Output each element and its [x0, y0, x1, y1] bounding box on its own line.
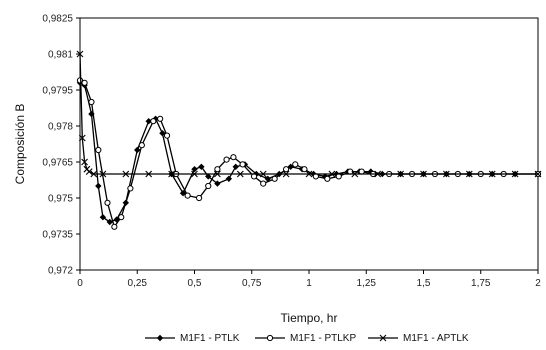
data-point: [305, 170, 313, 178]
data-point: [95, 146, 102, 154]
data-point: [90, 170, 98, 178]
data-point: [292, 161, 299, 168]
x-tick-label: 2: [535, 278, 541, 289]
data-point: [324, 175, 331, 182]
data-point: [122, 170, 130, 178]
data-point: [271, 175, 278, 182]
y-tick-label: 0,9735: [42, 230, 73, 241]
y-tick-label: 0,9825: [42, 14, 73, 25]
legend-entry: M1F1 - PTLK: [145, 333, 240, 344]
data-point: [225, 175, 233, 182]
data-point: [78, 134, 86, 142]
data-point: [168, 170, 175, 178]
data-point: [106, 218, 113, 226]
legend-marker: [379, 334, 387, 342]
data-point: [488, 170, 496, 178]
data-point: [511, 170, 519, 178]
data-point: [214, 166, 221, 173]
legend-marker: [156, 334, 164, 342]
data-point: [239, 161, 246, 168]
legend-entry: M1F1 - PTLKP: [255, 333, 356, 344]
data-point: [198, 163, 205, 170]
data-point: [214, 170, 221, 178]
data-point: [260, 180, 267, 187]
data-point: [259, 170, 267, 178]
x-tick-label: 1,5: [417, 278, 431, 289]
y-tick-label: 0,9765: [42, 158, 73, 169]
data-point: [138, 142, 145, 149]
y-tick-label: 0,975: [48, 194, 73, 205]
y-tick-label: 0,9795: [42, 86, 73, 97]
x-tick-label: 1,75: [471, 278, 491, 289]
data-point: [205, 182, 212, 190]
data-point: [214, 180, 221, 187]
data-point: [118, 214, 125, 221]
data-point: [443, 170, 450, 178]
x-axis-title: Tiempo, hr: [281, 311, 338, 325]
y-tick-label: 0,978: [48, 122, 73, 133]
data-point: [145, 170, 153, 178]
data-point: [374, 170, 382, 178]
data-point: [157, 115, 164, 122]
data-point: [205, 173, 212, 180]
data-point: [127, 185, 134, 192]
x-tick-label: 0,25: [128, 278, 148, 289]
axis-ticks: 0 0,25 0,5 0,75 1 1,25 1,5 1,75 2 0,972 0,9735 0,97…: [42, 14, 541, 290]
data-point: [230, 154, 237, 161]
data-point: [81, 158, 88, 166]
data-point: [145, 118, 152, 125]
data-point: [184, 192, 191, 199]
data-point: [283, 166, 290, 173]
data-point: [81, 79, 88, 86]
plot-area: [79, 17, 539, 271]
data-point: [420, 170, 427, 178]
x-tick-label: 1,25: [357, 278, 377, 289]
data-point: [99, 214, 107, 221]
data-point: [95, 182, 102, 190]
data-point: [88, 110, 95, 118]
series-layer: [76, 50, 542, 230]
data-point: [282, 170, 290, 178]
data-point: [351, 170, 359, 178]
data-point: [195, 194, 203, 202]
series-3: [76, 50, 542, 178]
data-point: [301, 166, 308, 173]
x-tick-label: 0: [77, 278, 83, 289]
data-point: [191, 166, 198, 173]
data-point: [150, 118, 157, 125]
data-point: [223, 156, 230, 163]
data-point: [88, 98, 95, 106]
data-point: [232, 163, 239, 170]
legend-label: M1F1 - PTLK: [180, 333, 240, 344]
data-point: [85, 168, 93, 175]
legend: M1F1 - PTLK M1F1 - PTLKP M1F1 - APTLK: [145, 333, 469, 344]
legend-entry: M1F1 - APTLK: [368, 333, 469, 344]
data-point: [104, 199, 111, 206]
y-tick-label: 0,972: [48, 266, 73, 277]
y-axis-title: Composición B: [13, 104, 27, 185]
data-point: [397, 170, 404, 178]
data-point: [163, 132, 171, 139]
data-point: [76, 50, 84, 58]
data-point: [134, 146, 141, 154]
legend-label: M1F1 - PTLKP: [290, 333, 356, 344]
x-tick-label: 0,5: [188, 278, 202, 289]
data-point: [465, 170, 473, 178]
legend-marker: [266, 334, 274, 342]
data-point: [328, 170, 336, 178]
x-tick-label: 1: [306, 278, 312, 289]
x-tick-label: 0,75: [242, 278, 262, 289]
data-point: [99, 170, 107, 178]
data-point: [236, 170, 244, 178]
data-point: [191, 170, 198, 178]
legend-label: M1F1 - APTLK: [403, 333, 469, 344]
y-tick-label: 0,981: [48, 50, 73, 61]
data-point: [534, 170, 542, 178]
data-point: [111, 223, 118, 230]
